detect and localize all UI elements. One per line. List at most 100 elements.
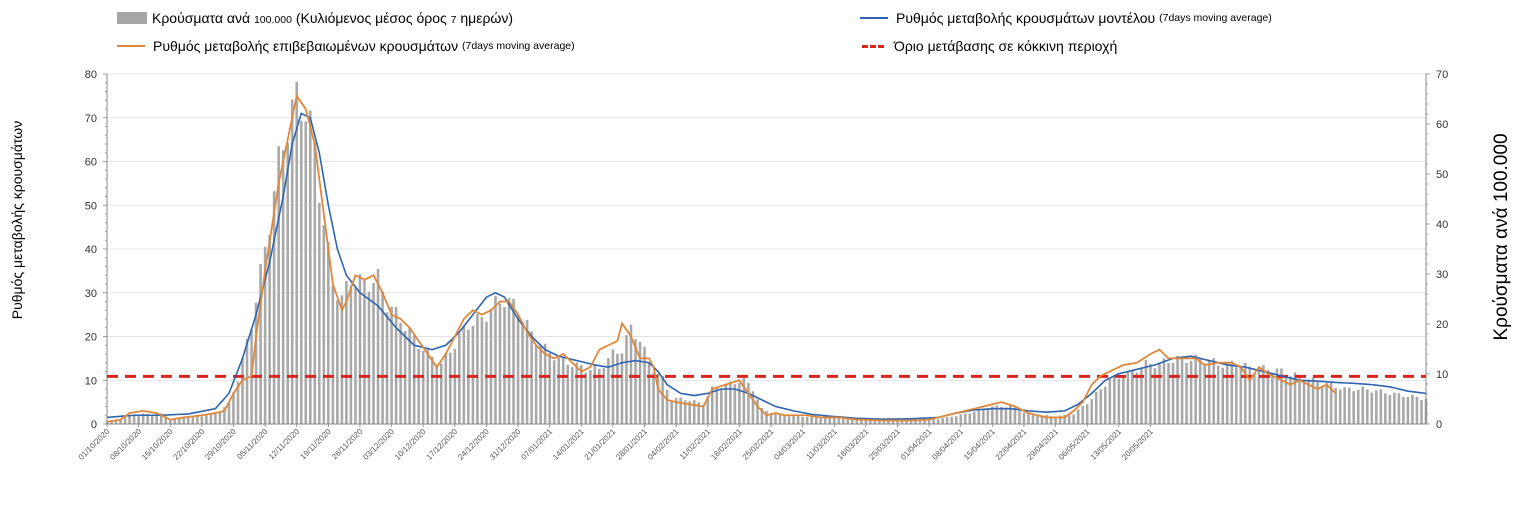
- bar: [846, 418, 850, 424]
- bar: [1036, 415, 1039, 424]
- y-right-tick-label: 0: [1436, 419, 1442, 431]
- bar: [187, 417, 190, 424]
- bar: [814, 416, 818, 424]
- y-left-tick-label: 0: [91, 419, 97, 431]
- x-tick-label: 22/04/2021: [994, 427, 1029, 462]
- bar: [214, 413, 217, 424]
- bar: [503, 307, 506, 424]
- bar: [570, 367, 574, 424]
- bar: [629, 324, 633, 424]
- x-tick-label: 11/03/2021: [804, 427, 839, 462]
- bar: [1334, 387, 1337, 424]
- bar: [263, 246, 267, 424]
- bar: [539, 344, 542, 424]
- x-tick-label: 18/02/2021: [709, 427, 744, 462]
- bar: [1140, 367, 1143, 424]
- bars-series: [105, 81, 1428, 425]
- bar: [900, 420, 904, 424]
- bar: [941, 418, 944, 424]
- bar: [150, 414, 154, 424]
- bar: [1221, 367, 1225, 424]
- bar: [991, 406, 994, 424]
- x-tick-label: 12/11/2020: [267, 427, 302, 462]
- bar: [589, 370, 592, 424]
- bar: [209, 413, 213, 424]
- x-tick-label: 11/02/2021: [678, 427, 713, 462]
- bar: [1072, 414, 1075, 424]
- bar: [959, 414, 963, 424]
- bar: [1040, 415, 1044, 424]
- bar: [851, 418, 854, 424]
- bar: [810, 415, 813, 424]
- bar: [1031, 414, 1035, 424]
- bar: [688, 401, 692, 424]
- bar: [349, 285, 353, 424]
- bar: [331, 285, 335, 424]
- legend-red-swatch: [862, 44, 884, 48]
- bar: [1058, 415, 1062, 424]
- bar: [972, 411, 976, 424]
- model-rate-line: [106, 112, 1427, 420]
- bar: [1343, 387, 1346, 424]
- bar: [760, 407, 764, 424]
- bar: [277, 146, 280, 424]
- bar: [584, 372, 588, 424]
- bar: [444, 352, 448, 424]
- x-tick-label: 15/10/2020: [140, 427, 175, 462]
- legend-bars-rest: (Κυλιόμενος μέσος όρος: [295, 10, 447, 26]
- bar: [476, 314, 479, 424]
- bar: [855, 419, 859, 424]
- bar: [1122, 377, 1125, 424]
- legend-model: Ρυθμός μεταβολής κρουσμάτων μοντέλου (7d…: [860, 10, 1272, 26]
- bar: [367, 291, 371, 424]
- bar: [525, 319, 529, 424]
- bar: [177, 417, 181, 424]
- bar: [1135, 372, 1139, 424]
- bar: [295, 81, 299, 424]
- bar: [819, 417, 823, 424]
- legend-model-small: (7days moving average): [1159, 12, 1272, 24]
- bar: [299, 120, 303, 424]
- legend-model-main: Ρυθμός μεταβολής κρουσμάτων μοντέλου: [896, 10, 1156, 26]
- bar: [1149, 364, 1152, 424]
- legend-confirmed-main: Ρυθμός μεταβολής επιβεβαιωμένων κρουσμάτ…: [153, 38, 459, 54]
- y-right-tick-label: 40: [1436, 219, 1448, 231]
- bar: [1067, 415, 1071, 424]
- bar: [1329, 382, 1333, 424]
- bar: [164, 416, 168, 424]
- bar: [765, 410, 768, 424]
- bar: [1000, 407, 1003, 424]
- bar: [832, 417, 836, 424]
- bar: [196, 416, 199, 424]
- right-y-tick-labels: 0 10 20 30 40 50 60 70: [1436, 69, 1448, 431]
- bar: [1081, 406, 1084, 424]
- bar: [1275, 368, 1279, 424]
- bar: [1108, 377, 1112, 424]
- bar: [498, 303, 502, 424]
- bar: [462, 326, 466, 424]
- bar: [887, 420, 890, 424]
- x-tick-label: 01/04/2021: [899, 427, 934, 462]
- bar: [729, 381, 732, 424]
- bar: [566, 364, 570, 424]
- bar: [561, 356, 565, 424]
- bar: [706, 396, 710, 424]
- bar: [345, 281, 348, 424]
- bar: [223, 407, 226, 424]
- bar: [1207, 360, 1211, 424]
- y-axis-title-right: Κρούσματα ανά 100.000: [1491, 133, 1512, 341]
- x-tick-label: 28/01/2021: [614, 427, 649, 462]
- y-left-tick-label: 80: [85, 69, 97, 81]
- bar: [227, 402, 231, 424]
- bar: [1076, 409, 1080, 424]
- y-left-tick-label: 20: [85, 332, 97, 344]
- axes: [103, 73, 1430, 425]
- bar: [453, 348, 457, 424]
- bar: [593, 365, 597, 424]
- bar: [1176, 355, 1179, 424]
- bar: [435, 365, 439, 424]
- bar: [123, 417, 127, 424]
- x-tick-label: 29/04/2021: [1025, 427, 1060, 462]
- bar: [340, 295, 344, 424]
- bar: [1284, 375, 1288, 424]
